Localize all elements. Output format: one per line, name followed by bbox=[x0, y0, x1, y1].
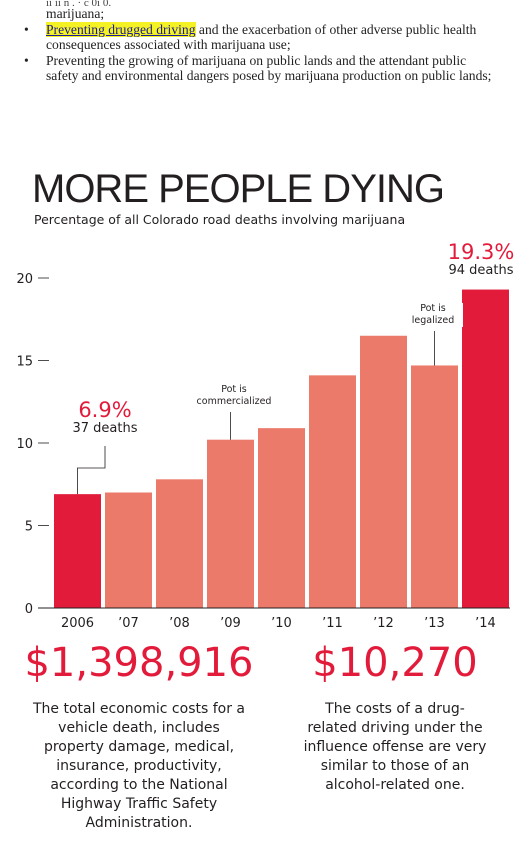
annotation-line: legalized bbox=[411, 315, 455, 326]
annotation-line: commercialized bbox=[196, 396, 272, 407]
y-tick-label: 10 bbox=[16, 437, 33, 452]
stat-text-death-cost: The total economic costs for a vehicle d… bbox=[0, 700, 278, 833]
stat-value-death-cost: $1,398,916 bbox=[24, 640, 254, 686]
stat-line: influence offense are very bbox=[303, 739, 487, 755]
stat-line: alcohol-related one. bbox=[325, 777, 465, 793]
bar-5 bbox=[309, 375, 356, 608]
x-tick-label: ’10 bbox=[271, 616, 292, 631]
doc-bullet-2: • Preventing the growing of marijuana on … bbox=[24, 53, 508, 69]
chart-subtitle: Percentage of all Colorado road deaths i… bbox=[34, 212, 406, 227]
highlighted-phrase: Preventing drugged driving bbox=[46, 21, 196, 37]
annotation-line: Pot is bbox=[420, 303, 446, 314]
doc-bullet-1-rest: and the exacerbation of other adverse pu… bbox=[195, 21, 477, 37]
callout-pct: 6.9% bbox=[78, 398, 132, 422]
bar-2 bbox=[156, 479, 203, 608]
callout-2014: 19.3% 94 deaths bbox=[436, 241, 526, 279]
callout-2006: 6.9% 37 deaths bbox=[60, 399, 150, 437]
x-tick-label: ’07 bbox=[118, 616, 139, 631]
stat-line: property damage, medical, bbox=[43, 739, 235, 755]
stat-line: vehicle death, includes bbox=[58, 720, 220, 736]
annotation-legalized: Pot is legalized bbox=[403, 303, 463, 327]
bullet-icon: • bbox=[24, 21, 29, 37]
stat-line: similar to those of an bbox=[320, 758, 470, 774]
bar-8 bbox=[462, 289, 509, 608]
stat-value-dui-cost: $10,270 bbox=[312, 640, 478, 686]
x-tick-label: ’08 bbox=[169, 616, 190, 631]
x-tick-label: ’14 bbox=[475, 616, 496, 631]
bullet-icon: • bbox=[24, 52, 29, 68]
doc-bullet-1-cont: consequences associated with marijuana u… bbox=[46, 37, 291, 52]
bar-7 bbox=[411, 365, 458, 608]
bar-0 bbox=[54, 494, 101, 608]
bar-3 bbox=[207, 439, 254, 608]
x-tick-label: ’12 bbox=[373, 616, 394, 631]
bar-4 bbox=[258, 428, 305, 608]
callout-leader-2006 bbox=[77, 446, 106, 495]
doc-line-marijuana: marijuana; bbox=[46, 6, 105, 21]
callout-deaths: 94 deaths bbox=[448, 263, 514, 278]
x-tick-label: 2006 bbox=[61, 616, 94, 631]
x-tick-label: ’09 bbox=[220, 616, 241, 631]
annotation-line: Pot is bbox=[221, 384, 247, 395]
bar-6 bbox=[360, 335, 407, 608]
doc-bullet-2-text: Preventing the growing of marijuana on p… bbox=[46, 52, 467, 68]
stat-line: Highway Traffic Safety bbox=[60, 796, 218, 812]
annotation-commercialized: Pot is commercialized bbox=[186, 384, 282, 408]
callout-deaths: 37 deaths bbox=[72, 421, 138, 436]
y-tick-label: 5 bbox=[25, 520, 33, 535]
doc-bullet-2-cont: safety and environmental dangers posed b… bbox=[46, 68, 492, 83]
y-tick-label: 15 bbox=[16, 355, 33, 370]
y-tick-label: 0 bbox=[25, 602, 33, 617]
chart-title: MORE PEOPLE DYING bbox=[32, 167, 445, 211]
doc-cut-line: ii ii n . · c 0i 0. bbox=[46, 0, 112, 6]
stat-line: related driving under the bbox=[307, 720, 483, 736]
doc-bullet-1: • Preventing drugged driving and the exac… bbox=[24, 21, 508, 38]
x-tick-label: ’13 bbox=[424, 616, 445, 631]
stat-line: The total economic costs for a bbox=[32, 701, 245, 717]
stat-line: according to the National bbox=[50, 777, 228, 793]
stat-line: The costs of a drug- bbox=[325, 701, 465, 717]
callout-pct: 19.3% bbox=[447, 240, 515, 264]
y-tick-label: 20 bbox=[16, 272, 33, 287]
stat-line: Administration. bbox=[85, 815, 193, 831]
stat-text-dui-cost: The costs of a drug- related driving und… bbox=[290, 700, 500, 795]
stat-line: insurance, productivity, bbox=[56, 758, 222, 774]
document-excerpt: ii ii n . · c 0i 0. marijuana; • Preventi… bbox=[12, 0, 512, 118]
bar-chart: 0 5 10 15 20 2006 ’07 ’08 ’09 ’10 ’11 ’12 ’13 ’14 bbox=[16, 272, 510, 631]
bar-1 bbox=[105, 492, 152, 608]
x-tick-label: ’11 bbox=[322, 616, 343, 631]
